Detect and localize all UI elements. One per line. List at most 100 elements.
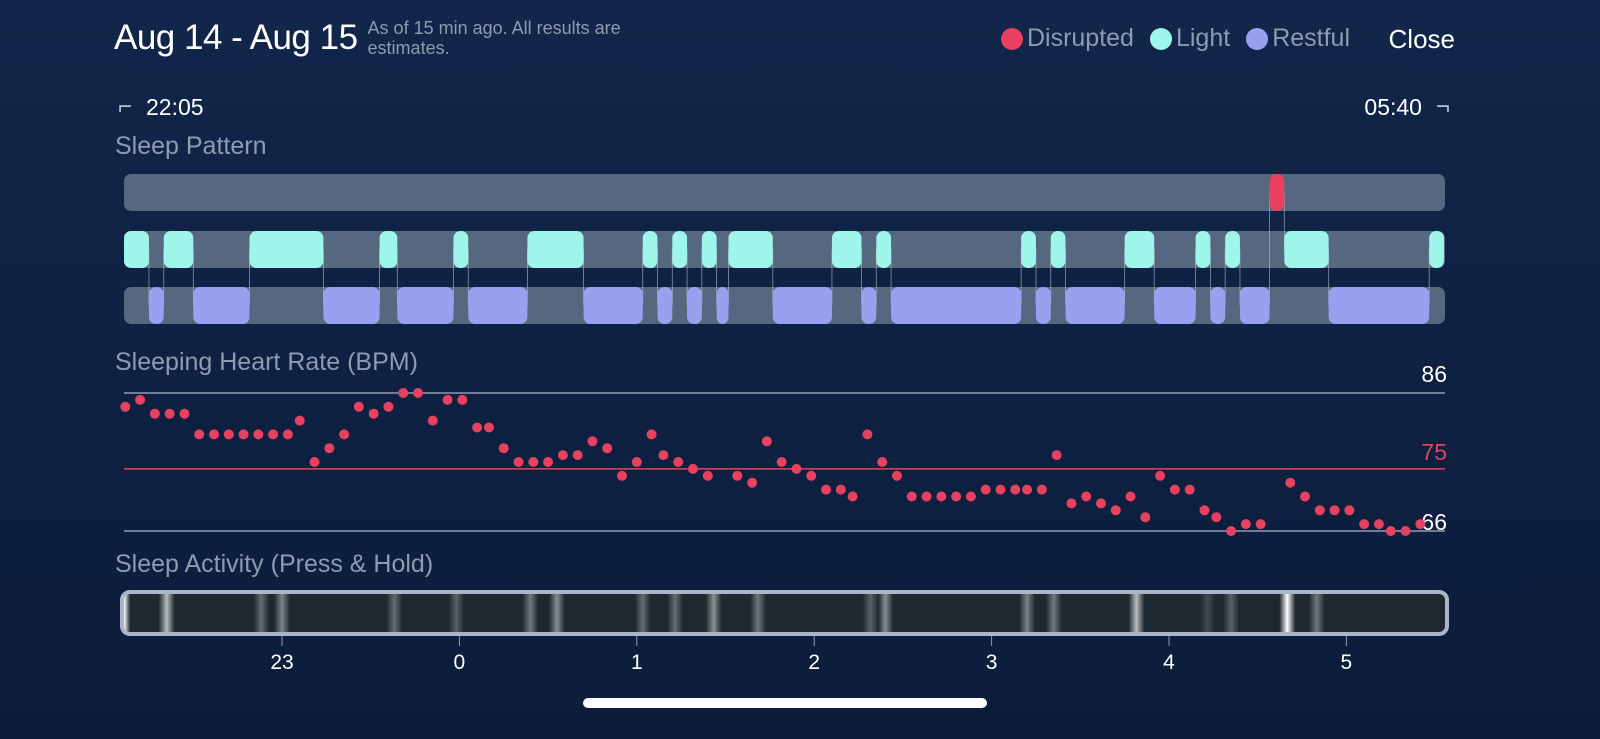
- segment-light[interactable]: [1050, 231, 1066, 268]
- segment-light[interactable]: [1225, 231, 1240, 268]
- hr-point: [965, 491, 976, 502]
- hr-point: [572, 450, 583, 461]
- hr-point: [587, 436, 598, 447]
- segment-restful[interactable]: [891, 287, 1022, 324]
- hr-point: [1211, 512, 1222, 523]
- hr-point: [673, 457, 684, 467]
- hr-point: [1155, 470, 1166, 481]
- segment-light[interactable]: [124, 231, 149, 268]
- hr-point: [472, 422, 483, 433]
- segment-restful[interactable]: [1154, 287, 1196, 324]
- hr-point: [368, 408, 379, 419]
- hr-point: [294, 415, 305, 426]
- hr-point: [995, 484, 1006, 495]
- home-indicator[interactable]: [583, 698, 987, 708]
- segment-light[interactable]: [1429, 231, 1444, 268]
- x-tick-label: 2: [808, 651, 820, 674]
- page-title: Aug 14 - Aug 15: [114, 18, 358, 57]
- segment-light[interactable]: [453, 231, 469, 268]
- segment-light[interactable]: [1021, 231, 1036, 268]
- hr-point: [1022, 484, 1033, 495]
- hr-point: [921, 491, 932, 502]
- hr-point: [442, 394, 453, 405]
- hr-point: [208, 429, 219, 440]
- hr-point: [513, 457, 524, 467]
- segment-restful[interactable]: [1239, 287, 1270, 324]
- restful-dot-icon: [1246, 27, 1269, 50]
- segment-light[interactable]: [379, 231, 398, 268]
- segment-restful[interactable]: [148, 287, 164, 324]
- segment-restful[interactable]: [1065, 287, 1125, 324]
- hr-point: [776, 457, 787, 467]
- hr-point: [282, 429, 293, 440]
- hr-point: [179, 408, 190, 419]
- hr-point: [980, 484, 991, 495]
- x-tick-label: 0: [454, 651, 466, 674]
- hr-point: [498, 443, 509, 454]
- hr-point: [658, 450, 669, 461]
- hr-point: [309, 457, 320, 467]
- segment-light[interactable]: [728, 231, 773, 268]
- hr-point: [557, 450, 568, 461]
- hr-point: [223, 429, 234, 440]
- hr-point: [253, 429, 264, 440]
- segment-light[interactable]: [672, 231, 688, 268]
- segment-restful[interactable]: [687, 287, 702, 324]
- x-tick-label: 5: [1341, 651, 1353, 674]
- segment-light[interactable]: [876, 231, 892, 268]
- legend-restful: Restful: [1246, 24, 1350, 53]
- segment-light[interactable]: [1124, 231, 1155, 268]
- close-button[interactable]: Close: [1388, 24, 1455, 54]
- segment-restful[interactable]: [193, 287, 250, 324]
- hr-point: [194, 429, 205, 440]
- hr-point: [1110, 505, 1121, 516]
- hr-point: [791, 463, 802, 474]
- segment-light[interactable]: [642, 231, 658, 268]
- segment-light[interactable]: [249, 231, 324, 268]
- track-disrupted: [124, 174, 1445, 211]
- hr-point: [1314, 505, 1325, 516]
- segment-disrupted[interactable]: [1269, 174, 1285, 211]
- segment-light[interactable]: [701, 231, 717, 268]
- estimate-note: As of 15 min ago. All results are estima…: [367, 18, 621, 58]
- segment-restful[interactable]: [1035, 287, 1051, 324]
- hr-point: [1199, 505, 1210, 516]
- sleep-activity-heading: Sleep Activity (Press & Hold): [115, 550, 434, 578]
- hr-point: [891, 470, 902, 481]
- hr-point: [457, 394, 468, 405]
- end-time: 05:40 ¬: [1364, 93, 1450, 121]
- segment-restful[interactable]: [657, 287, 673, 324]
- segment-light[interactable]: [831, 231, 862, 268]
- segment-restful[interactable]: [716, 287, 729, 324]
- segment-restful[interactable]: [397, 287, 454, 324]
- hr-point: [747, 477, 758, 488]
- hr-point: [951, 491, 962, 502]
- segment-restful[interactable]: [583, 287, 643, 324]
- segment-light[interactable]: [1195, 231, 1211, 268]
- x-tick-label: 3: [986, 651, 998, 674]
- hr-point: [702, 470, 713, 481]
- hr-point: [936, 491, 947, 502]
- segment-restful[interactable]: [1328, 287, 1430, 324]
- hr-point: [1169, 484, 1180, 495]
- segment-light[interactable]: [163, 231, 194, 268]
- hr-point: [1373, 519, 1384, 530]
- segment-light[interactable]: [1284, 231, 1329, 268]
- start-time: ⌐ 22:05: [118, 93, 204, 121]
- hr-point: [1344, 505, 1355, 516]
- segment-restful[interactable]: [1210, 287, 1226, 324]
- hr-max-label: 86: [1421, 361, 1447, 387]
- segment-restful[interactable]: [323, 287, 380, 324]
- segment-restful[interactable]: [772, 287, 832, 324]
- sleep-activity-bar[interactable]: [120, 590, 1449, 636]
- segment-restful[interactable]: [861, 287, 877, 324]
- hr-point: [120, 401, 131, 412]
- hr-point: [1285, 477, 1296, 488]
- hr-point: [135, 394, 146, 405]
- segment-light[interactable]: [527, 231, 584, 268]
- segment-restful[interactable]: [468, 287, 528, 324]
- hr-point: [1051, 450, 1062, 461]
- hr-point: [1010, 484, 1021, 495]
- legend: Disrupted Light Restful: [1000, 24, 1350, 53]
- hr-point: [483, 422, 494, 433]
